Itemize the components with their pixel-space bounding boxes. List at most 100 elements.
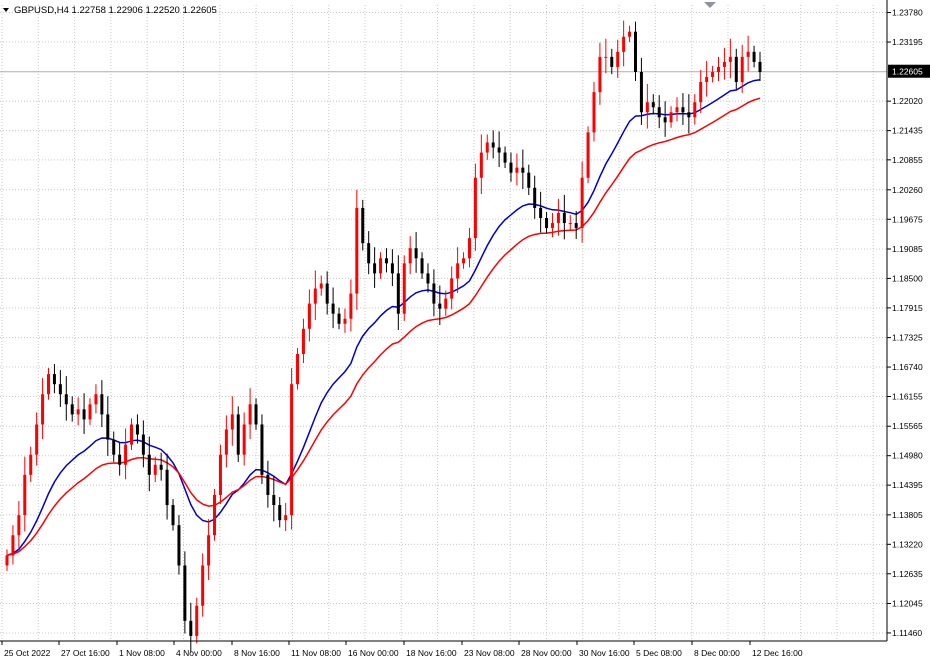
candle xyxy=(521,149,525,190)
candle-body xyxy=(473,177,477,239)
y-tick-label: 1.11460 xyxy=(892,628,922,638)
candle-body xyxy=(153,464,157,475)
candle-body xyxy=(622,36,626,52)
candle-body xyxy=(379,258,383,274)
y-tick-label: 1.20855 xyxy=(892,155,923,165)
ma-slow-line xyxy=(6,97,761,557)
candle xyxy=(195,597,199,644)
x-tick-label: 30 Nov 16:00 xyxy=(579,648,630,658)
candle xyxy=(752,45,756,68)
candle xyxy=(367,231,371,275)
candle-body xyxy=(485,142,489,153)
x-tick-label: 25 Oct 2022 xyxy=(4,648,51,658)
candle xyxy=(740,44,744,93)
x-tick-label: 16 Nov 00:00 xyxy=(348,648,399,658)
y-tick-label: 1.19085 xyxy=(892,244,923,254)
candle-body xyxy=(159,464,163,470)
candle xyxy=(290,368,294,530)
x-tick-label: 18 Nov 16:00 xyxy=(406,648,457,658)
y-tick-label: 1.21435 xyxy=(892,126,923,136)
candle xyxy=(716,56,720,82)
candle-body xyxy=(58,384,62,395)
candle-body xyxy=(165,469,169,506)
y-tick-label: 1.14395 xyxy=(892,480,923,490)
candle-body xyxy=(171,505,175,526)
candle xyxy=(491,130,495,159)
candle-body xyxy=(201,565,205,606)
candle xyxy=(124,428,128,480)
candle xyxy=(207,519,211,580)
candle-body xyxy=(639,71,643,113)
candle xyxy=(645,84,649,129)
candle xyxy=(147,436,151,492)
candle-body xyxy=(135,424,139,435)
candle-body xyxy=(177,525,181,566)
candle-body xyxy=(651,102,655,108)
candle xyxy=(236,406,240,462)
candle xyxy=(307,289,311,342)
candle xyxy=(64,376,68,421)
candle-body xyxy=(663,117,667,123)
candle-body xyxy=(112,439,116,455)
candle-body xyxy=(740,56,744,83)
candle xyxy=(319,275,323,296)
chart-shift-marker[interactable] xyxy=(704,2,716,8)
candle xyxy=(390,249,394,287)
symbol-dropdown-icon[interactable] xyxy=(3,8,9,12)
candle xyxy=(562,194,566,240)
candle xyxy=(23,456,27,532)
candle xyxy=(438,285,442,325)
candle xyxy=(402,255,406,321)
candle-body xyxy=(94,394,98,405)
candle xyxy=(141,420,145,468)
candle xyxy=(17,501,21,548)
current-price-label: 1.22605 xyxy=(892,67,923,77)
y-tick-label: 1.23195 xyxy=(892,37,923,47)
y-tick-label: 1.16155 xyxy=(892,392,923,402)
candle xyxy=(651,94,655,115)
candle-body xyxy=(586,132,590,178)
candle-body xyxy=(373,263,377,274)
candle xyxy=(420,252,424,279)
candle-body xyxy=(556,212,560,224)
candle xyxy=(746,35,750,72)
candle-body xyxy=(278,505,282,521)
candle-body xyxy=(752,51,756,62)
y-tick-label: 1.22020 xyxy=(892,96,923,106)
x-tick-label: 12 Dec 16:00 xyxy=(752,648,803,658)
candle xyxy=(758,51,762,82)
candle xyxy=(76,397,80,426)
candle-body xyxy=(462,258,466,264)
candle-body xyxy=(106,414,110,440)
y-tick-label: 1.13805 xyxy=(892,510,923,520)
candle xyxy=(313,270,317,320)
candle xyxy=(296,347,300,390)
candle xyxy=(604,38,608,74)
candle xyxy=(159,452,163,481)
candle xyxy=(278,496,282,528)
candle-body xyxy=(183,565,187,621)
candle xyxy=(94,384,98,414)
candle-body xyxy=(527,172,531,188)
candle xyxy=(568,214,572,231)
candle-body xyxy=(728,56,732,62)
candle-body xyxy=(141,434,145,455)
candle-body xyxy=(325,283,329,304)
candle-body xyxy=(52,374,56,385)
candle-body xyxy=(367,243,371,264)
candle-body xyxy=(361,207,365,244)
candle xyxy=(5,549,9,571)
candle-body xyxy=(11,535,15,556)
candle-body xyxy=(207,535,211,566)
candle xyxy=(47,368,51,400)
candle xyxy=(153,456,157,483)
candle-body xyxy=(699,82,703,103)
y-tick-label: 1.17325 xyxy=(892,333,923,343)
candle-body xyxy=(669,112,673,123)
candle xyxy=(183,551,187,634)
candle xyxy=(580,161,584,243)
candle xyxy=(82,393,86,434)
candle xyxy=(711,65,715,83)
candle-body xyxy=(503,152,507,163)
y-tick-label: 1.13220 xyxy=(892,539,923,549)
